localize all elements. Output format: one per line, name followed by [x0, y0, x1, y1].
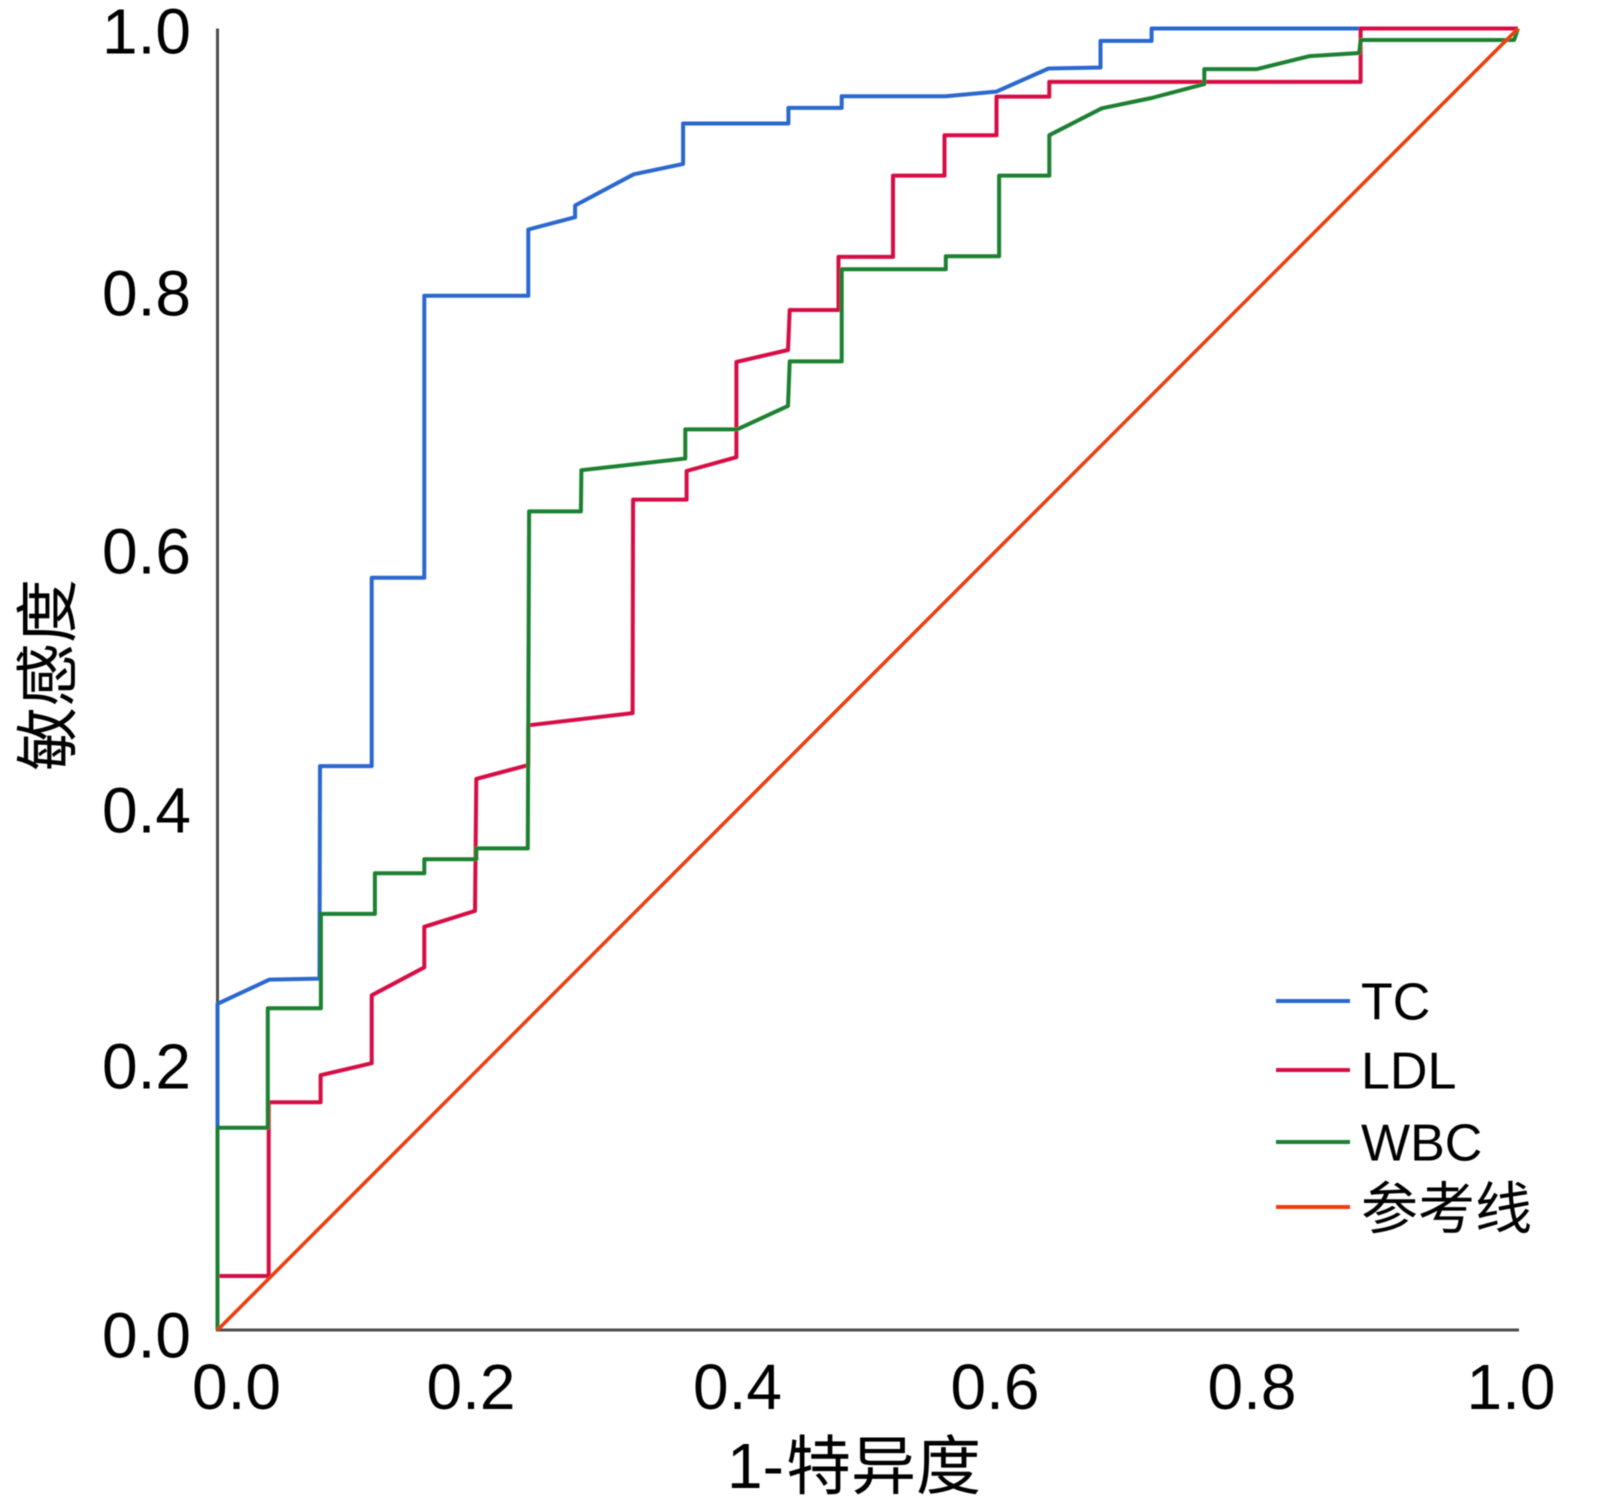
svg-text:0.6: 0.6: [102, 515, 191, 587]
svg-text:1-: 1-: [727, 1430, 784, 1500]
svg-text:LDL: LDL: [1361, 1043, 1456, 1101]
svg-text:TC: TC: [1361, 974, 1430, 1032]
svg-text:0.4: 0.4: [102, 774, 191, 846]
svg-text:0.2: 0.2: [427, 1351, 516, 1423]
svg-text:0.8: 0.8: [1208, 1351, 1297, 1423]
svg-text:0.4: 0.4: [693, 1351, 782, 1423]
svg-text:WBC: WBC: [1361, 1115, 1482, 1173]
svg-text:1.0: 1.0: [102, 0, 191, 67]
svg-text:0.2: 0.2: [102, 1030, 191, 1102]
svg-text:1.0: 1.0: [1467, 1351, 1556, 1423]
svg-text:0.8: 0.8: [102, 257, 191, 329]
svg-text:0.6: 0.6: [951, 1351, 1040, 1423]
svg-text:0.0: 0.0: [192, 1351, 281, 1423]
svg-text:0.0: 0.0: [102, 1299, 191, 1371]
